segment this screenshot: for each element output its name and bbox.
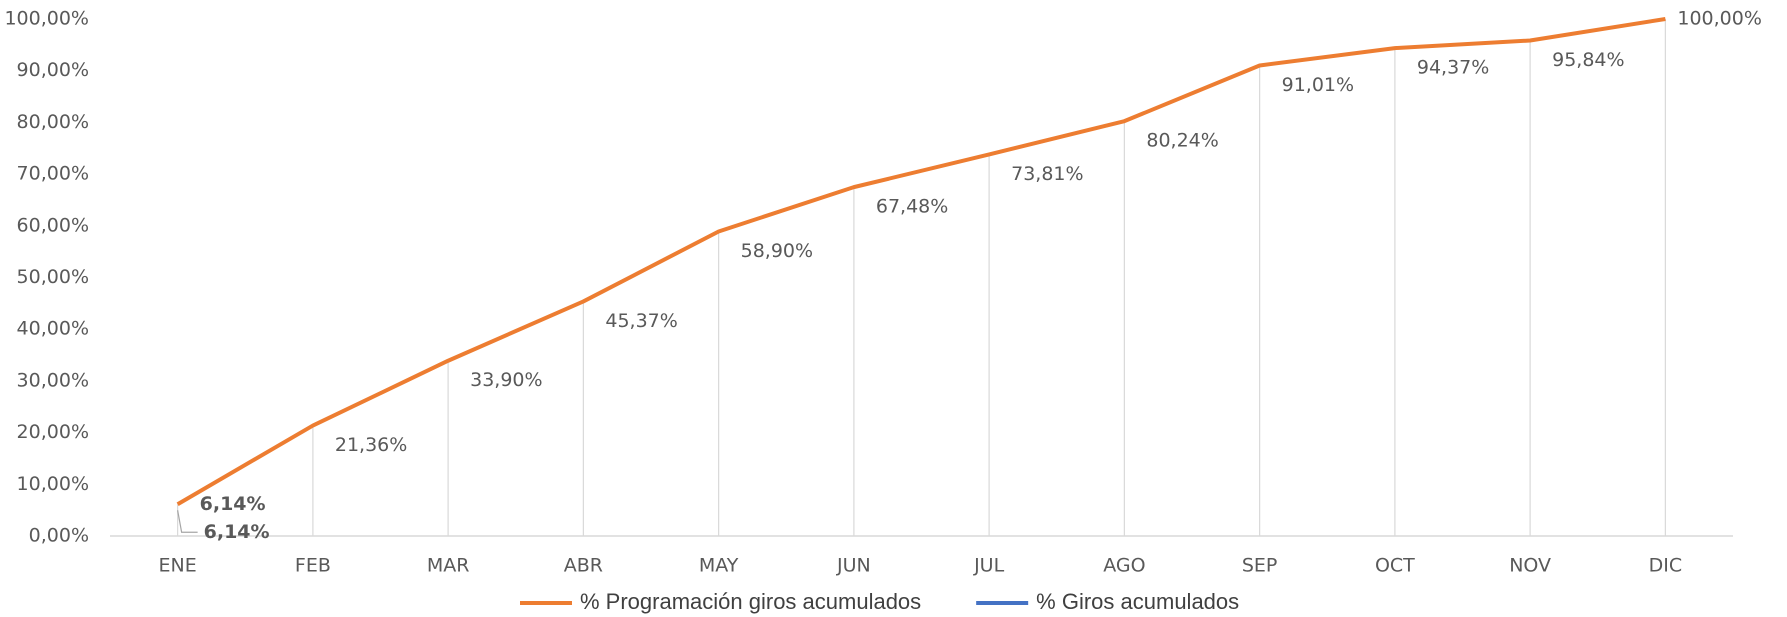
chart: 0,00% 10,00% 20,00% 30,00% 40,00% 50,00% 60,00… [0, 0, 1787, 617]
x-tick-label: MAR [427, 555, 470, 577]
data-label: 73,81% [1011, 163, 1083, 185]
data-label: 6,14% [204, 521, 270, 543]
y-tick-label: 50,00% [17, 266, 89, 288]
y-tick-label: 90,00% [17, 59, 89, 81]
x-tick-label: NOV [1509, 555, 1551, 577]
data-label: 58,90% [741, 240, 813, 262]
y-tick-label: 70,00% [17, 163, 89, 185]
data-label: 100,00% [1677, 8, 1762, 30]
x-tick-label: JUN [836, 555, 871, 577]
legend-label: % Giros acumulados [1036, 589, 1239, 614]
data-label: 67,48% [876, 196, 948, 218]
y-tick-label: 20,00% [17, 421, 89, 443]
y-tick-label: 80,00% [17, 111, 89, 133]
x-tick-label: ABR [564, 555, 603, 577]
y-tick-label: 30,00% [17, 369, 89, 391]
x-tick-label: ENE [159, 555, 197, 577]
data-label: 33,90% [470, 369, 542, 391]
data-label: 6,14% [200, 493, 266, 515]
y-tick-label: 0,00% [29, 525, 89, 547]
y-tick-label: 60,00% [17, 214, 89, 236]
data-label: 95,84% [1552, 49, 1624, 71]
x-tick-label: JUL [973, 555, 1005, 577]
leader-line [178, 510, 198, 532]
y-tick-label: 10,00% [17, 473, 89, 495]
x-tick-label: AGO [1103, 555, 1145, 577]
data-label: 80,24% [1146, 130, 1218, 152]
data-label: 91,01% [1282, 74, 1354, 96]
y-tick-label: 100,00% [4, 8, 89, 30]
x-tick-label: FEB [295, 555, 331, 577]
x-tick-label: DIC [1649, 555, 1683, 577]
series-line [178, 19, 1666, 504]
x-tick-label: MAY [699, 555, 739, 577]
data-label: 94,37% [1417, 57, 1489, 79]
y-tick-label: 40,00% [17, 318, 89, 340]
data-label: 21,36% [335, 434, 407, 456]
data-label: 45,37% [605, 310, 677, 332]
x-tick-label: OCT [1375, 555, 1415, 577]
legend-label: % Programación giros acumulados [580, 589, 921, 614]
x-tick-label: SEP [1242, 555, 1278, 577]
